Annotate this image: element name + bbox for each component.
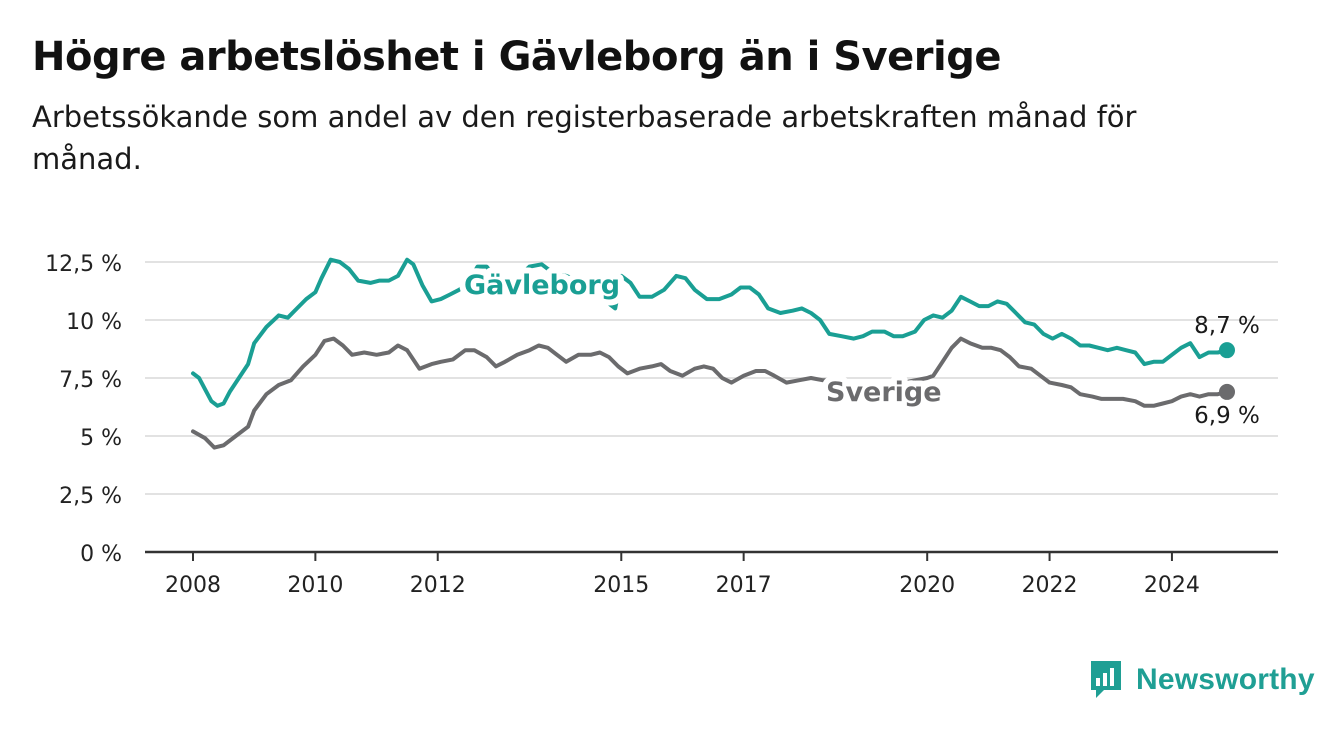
brand-name: Newsworthy bbox=[1136, 663, 1315, 696]
x-tick-label: 2020 bbox=[899, 573, 955, 598]
y-tick-label: 5 % bbox=[80, 426, 122, 451]
y-tick-label: 7,5 % bbox=[59, 368, 122, 393]
brand-logo: Newsworthy bbox=[1088, 658, 1315, 702]
series-line-sverige bbox=[191, 336, 1229, 450]
x-tick-label: 2015 bbox=[593, 573, 649, 598]
x-tick-label: 2022 bbox=[1022, 573, 1078, 598]
x-tick-label: 2024 bbox=[1144, 573, 1200, 598]
chart-subtitle: Arbetssökande som andel av den registerb… bbox=[32, 100, 1137, 176]
y-tick-label: 0 % bbox=[80, 542, 122, 567]
chart-title: Högre arbetslöshet i Gävleborg än i Sver… bbox=[32, 34, 1001, 80]
newsworthy-logo-icon bbox=[1091, 661, 1121, 698]
x-tick-label: 2017 bbox=[716, 573, 772, 598]
y-tick-label: 2,5 % bbox=[59, 484, 122, 509]
gridlines bbox=[145, 261, 1278, 561]
end-value-label-gavleborg: 8,7 % bbox=[1194, 313, 1260, 339]
x-tick-label: 2012 bbox=[410, 573, 466, 598]
y-tick-label: 10 % bbox=[66, 310, 122, 335]
series-end-dot bbox=[1219, 342, 1235, 359]
end-value-label-sverige: 6,9 % bbox=[1194, 403, 1260, 429]
series-end-dot bbox=[1219, 383, 1235, 400]
x-tick-label: 2008 bbox=[165, 573, 221, 598]
series-lines bbox=[191, 257, 1235, 450]
series-line-gavleborg bbox=[191, 257, 1229, 408]
chart-labels: 0 % 2,5 % 5 % 7,5 % 10 % 12,5 % 2008 2010 2012 20… bbox=[45, 252, 1260, 598]
x-tick-label: 2010 bbox=[287, 573, 343, 598]
series-label-sverige: Sverige bbox=[826, 377, 942, 408]
y-tick-label: 12,5 % bbox=[45, 252, 122, 277]
series-label-gavleborg: Gävleborg bbox=[464, 270, 620, 301]
